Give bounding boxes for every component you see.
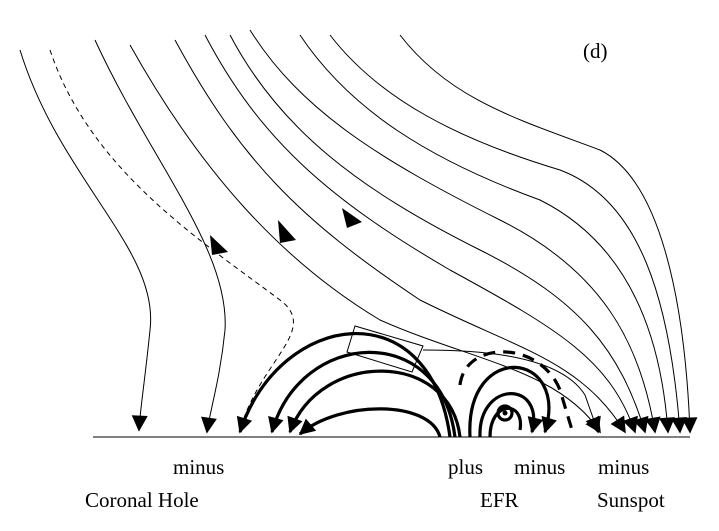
panel-label: (d) (583, 39, 608, 63)
region-label: EFR (480, 488, 519, 512)
region-label: Coronal Hole (85, 488, 199, 512)
polarity-label: plus (448, 455, 483, 479)
polarity-label: minus (514, 455, 565, 479)
field-lines (19, 29, 698, 438)
polarity-label: minus (173, 455, 224, 479)
region-label: Sunspot (597, 488, 665, 512)
polarity-label: minus (598, 455, 649, 479)
